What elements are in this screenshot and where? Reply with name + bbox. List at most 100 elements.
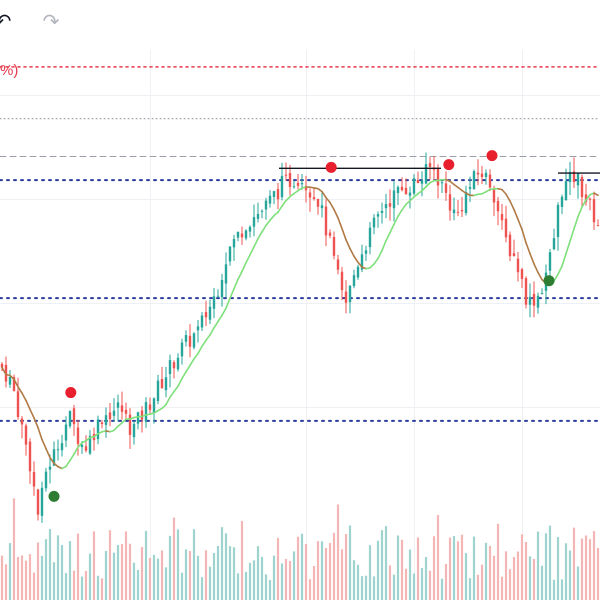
moving-average-segment <box>413 192 419 198</box>
volume-bar <box>340 549 344 600</box>
candle-body <box>208 306 212 320</box>
volume-bar <box>592 531 596 600</box>
volume-bar <box>20 555 24 600</box>
candle-body <box>456 211 460 213</box>
candle-body <box>68 410 72 427</box>
moving-average-segment <box>557 265 563 276</box>
volume-bar <box>380 530 384 600</box>
volume-bar <box>364 575 368 600</box>
moving-average-segment <box>325 196 331 204</box>
volume-bar <box>524 542 528 600</box>
candle-body <box>144 402 148 422</box>
candle-body <box>300 182 304 185</box>
candle-body <box>416 179 420 184</box>
volume-bar <box>184 549 188 600</box>
moving-average-segment <box>21 392 27 402</box>
moving-average-segment <box>345 239 351 250</box>
candle-body <box>140 410 144 420</box>
volume-bar <box>564 543 568 600</box>
volume-bar <box>236 573 240 600</box>
candle-body <box>188 335 192 347</box>
undo-arrow-icon[interactable]: ↶ <box>0 10 16 34</box>
candle-body <box>132 423 136 438</box>
candle-body <box>436 168 440 186</box>
candle-body <box>260 210 264 212</box>
candle-body <box>332 236 336 256</box>
volume-bar <box>316 541 320 600</box>
moving-average-segment <box>353 255 359 264</box>
resistance-lines <box>279 167 600 174</box>
moving-average-segment <box>573 215 579 230</box>
moving-average-segment <box>205 334 211 342</box>
moving-average-segment <box>581 199 587 208</box>
candle-body <box>336 259 340 270</box>
candle-body <box>44 471 48 489</box>
moving-average-segment <box>221 307 227 317</box>
horizontal-levels <box>0 66 600 422</box>
volume-bar <box>428 570 432 600</box>
candle-body <box>368 227 372 248</box>
volume-bar <box>84 570 88 600</box>
candle-body <box>344 291 348 303</box>
volume-bar <box>36 542 40 600</box>
sell-signal-dot <box>486 150 498 162</box>
candle-body <box>228 246 232 262</box>
volume-bar <box>304 544 308 600</box>
redo-arrow-icon[interactable]: ↷ <box>38 10 64 34</box>
candle-body <box>164 377 168 391</box>
volume-bar <box>52 562 56 600</box>
moving-average-segment <box>41 438 47 450</box>
candle-body <box>444 183 448 193</box>
moving-average-segment <box>569 228 575 243</box>
volume-bar <box>456 541 460 600</box>
candle-body <box>312 197 316 199</box>
moving-average-segment <box>69 453 75 462</box>
volume-bar <box>480 564 484 600</box>
volume-bar <box>388 565 392 600</box>
volume-bar <box>44 539 48 600</box>
candle-body <box>496 200 500 212</box>
candle-body <box>12 377 16 391</box>
candle-body <box>464 192 468 214</box>
moving-average-segment <box>241 262 247 273</box>
candle-body <box>32 471 36 487</box>
moving-average-segment <box>193 352 199 360</box>
moving-average-segment <box>65 459 71 468</box>
candle-body <box>524 278 528 305</box>
candle-body <box>304 186 308 191</box>
candle-body <box>564 181 568 201</box>
volume-bar <box>516 551 520 600</box>
volume-bar <box>396 535 400 600</box>
moving-average-segment <box>197 345 203 355</box>
volume-bar <box>464 553 468 600</box>
moving-average-segment <box>297 187 303 192</box>
moving-average-segment <box>449 180 455 186</box>
moving-average-segment <box>225 297 231 310</box>
candle-body <box>484 172 488 178</box>
candle-body <box>196 326 200 331</box>
candle-body <box>424 164 428 184</box>
volume-bar <box>440 578 444 600</box>
buy-signal-dot <box>48 490 60 502</box>
candle-body <box>88 435 92 454</box>
volume-bar <box>92 531 96 600</box>
candle-body <box>100 422 104 425</box>
candle-body <box>136 412 140 424</box>
candle-body <box>328 232 332 236</box>
candle-body <box>592 199 596 223</box>
candle-body <box>568 172 572 183</box>
candle-body <box>272 191 276 198</box>
volume-bar <box>172 517 176 600</box>
volume-bar <box>220 527 224 600</box>
moving-average-segment <box>317 187 323 193</box>
volume-bar <box>460 534 464 600</box>
candle-body <box>508 234 512 257</box>
buy-signal-dot <box>543 275 555 287</box>
candle-body <box>36 489 40 515</box>
volume-bar <box>536 531 540 600</box>
candle-body <box>24 425 28 445</box>
volume-bar <box>400 539 404 600</box>
volume-bar <box>196 555 200 600</box>
moving-average-segment <box>181 370 187 380</box>
